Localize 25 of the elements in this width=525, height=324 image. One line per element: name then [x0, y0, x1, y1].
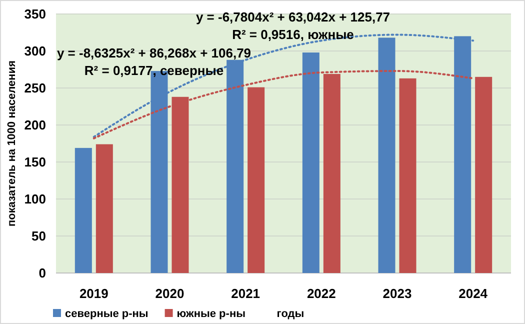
- y-axis-title: показатель на 1000 населения: [6, 60, 18, 226]
- bar: [74, 148, 92, 273]
- y-tick-label: 300: [24, 44, 46, 59]
- y-tick-label: 250: [24, 80, 46, 96]
- x-axis-title: годы: [276, 308, 304, 320]
- x-tick-label: 2022: [306, 286, 336, 301]
- bar: [302, 52, 320, 273]
- bar: [248, 87, 265, 273]
- y-tick-label: 50: [32, 228, 46, 244]
- bar: [399, 78, 416, 273]
- y-tick-label: 200: [24, 118, 46, 133]
- legend-label: северные р-ны: [65, 308, 148, 320]
- bar: [475, 76, 492, 273]
- legend-label: южные р-ны: [176, 308, 246, 320]
- y-tick-label: 0: [38, 266, 46, 281]
- x-tick-label: 2020: [155, 286, 184, 301]
- bar: [96, 144, 113, 273]
- x-tick-label: 2023: [382, 286, 412, 301]
- y-tick-label: 350: [24, 6, 46, 22]
- y-tick-label: 150: [24, 154, 46, 170]
- y-tick-label: 100: [24, 192, 46, 207]
- x-tick-label: 2021: [231, 286, 260, 301]
- x-tick-label: 2019: [79, 286, 108, 301]
- x-tick-label: 2024: [458, 286, 488, 301]
- annotation: y = -6,7804x² + 63,042x + 125,77 R² = 0,9516, южные: [196, 10, 390, 42]
